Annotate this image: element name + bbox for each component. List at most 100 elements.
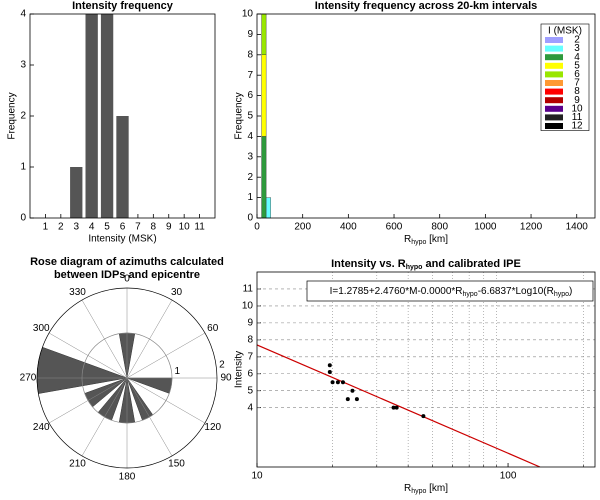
y-tick-label: 2 — [247, 172, 253, 183]
legend-label: 4 — [574, 52, 580, 63]
x-tick-label: 1 — [43, 222, 49, 233]
y-tick-label: 11 — [243, 284, 254, 295]
angle-label: 90 — [220, 373, 232, 384]
axes-frame — [256, 271, 596, 468]
annotation: I=1.2785+2.4760*M-0.0000*R hypo-6.6837*Lo… — [330, 286, 573, 299]
x-tick-label: 800 — [431, 222, 448, 233]
histogram-segment — [265, 197, 271, 219]
legend-label: 7 — [574, 78, 580, 89]
angle-label: 300 — [33, 323, 50, 334]
x-tick-label: 10 — [251, 471, 263, 482]
text-part: [km] — [426, 483, 448, 494]
y-tick-label: 0 — [247, 213, 253, 224]
text-part: R — [404, 234, 411, 245]
x-tick-label: 7 — [135, 222, 141, 233]
radial-ring — [36, 287, 218, 469]
y-axis-label: Frequency — [7, 92, 18, 139]
x-tick-label: 2 — [58, 222, 64, 233]
x-tick-label: 100 — [500, 471, 517, 482]
y-tick-label: 10 — [242, 9, 254, 20]
radial-label: 1 — [175, 366, 181, 377]
axes-frame — [29, 13, 216, 219]
chart-title: Intensity frequency — [72, 0, 174, 12]
x-tick-label: 1000 — [474, 222, 497, 233]
histogram-segment — [261, 54, 267, 137]
text-part: hypo — [554, 291, 569, 298]
y-tick-label: 5 — [247, 385, 253, 396]
text-part: hypo — [406, 264, 423, 271]
x-axis-label: Rhypo [km] — [404, 483, 448, 496]
bar — [85, 14, 98, 218]
legend-label: 3 — [574, 43, 580, 54]
angle-label: 270 — [20, 373, 37, 384]
data-point — [327, 370, 332, 375]
legend-label: 9 — [574, 95, 580, 106]
legend-label: 6 — [574, 69, 580, 80]
chart-title: Intensity vs. Rhypo and calibrated IPE — [331, 258, 521, 271]
x-tick-label: 5 — [104, 222, 110, 233]
legend-label: 11 — [572, 112, 583, 123]
chart-title: Rose diagram of azimuths calculated — [30, 256, 224, 268]
y-axis-label: Intensity — [234, 351, 245, 388]
bar — [100, 14, 114, 218]
x-tick-label: 0 — [254, 222, 260, 233]
text-part: [km] — [426, 234, 448, 245]
y-tick-label: 4 — [247, 402, 253, 413]
angle-label: 120 — [204, 422, 221, 433]
legend-title: I (MSK) — [548, 26, 582, 37]
y-tick-label: 2 — [20, 111, 26, 122]
data-point — [345, 397, 350, 402]
data-point — [391, 405, 396, 410]
data-point — [354, 397, 359, 402]
y-tick-label: 1 — [20, 162, 26, 173]
text-part: -6.6837*Log10(R — [478, 286, 554, 297]
x-tick-label: 1400 — [566, 222, 589, 233]
legend-label: 12 — [571, 121, 583, 132]
data-point — [394, 405, 399, 410]
angle-label: 60 — [207, 323, 219, 334]
legend-label: 8 — [574, 86, 580, 97]
bar — [116, 116, 129, 218]
legend-swatch — [545, 54, 563, 61]
angle-label: 240 — [33, 422, 50, 433]
legend-swatch — [545, 37, 563, 43]
y-tick-label: 7 — [247, 351, 253, 362]
legend-swatch — [545, 97, 563, 104]
y-axis-label: Frequency — [234, 92, 245, 139]
y-tick-label: 8 — [247, 334, 253, 345]
x-tick-label: 1200 — [520, 222, 543, 233]
data-point — [330, 380, 335, 385]
text-part: and calibrated IPE — [422, 258, 520, 270]
y-tick-label: 10 — [242, 301, 254, 312]
annotation-box — [306, 280, 594, 302]
y-tick-label: 6 — [247, 368, 253, 379]
text-part: I=1.2785+2.4760*M-0.0000*R — [330, 286, 463, 297]
data-point — [335, 380, 340, 385]
x-tick-label: 200 — [294, 222, 311, 233]
angle-label: 330 — [69, 287, 86, 298]
angle-label: 180 — [119, 472, 136, 483]
text-part: ) — [569, 286, 572, 297]
x-tick-label: 6 — [120, 222, 126, 233]
legend-label: 10 — [571, 103, 583, 114]
fit-line — [257, 344, 541, 467]
y-tick-label: 6 — [247, 90, 253, 101]
angle-label: 150 — [168, 458, 185, 469]
legend-swatch — [545, 123, 563, 129]
radial-label: 2 — [219, 360, 225, 371]
histogram-segment — [261, 13, 267, 55]
y-tick-label: 3 — [20, 60, 26, 71]
x-axis-label: Intensity (MSK) — [88, 234, 156, 245]
y-tick-label: 0 — [20, 213, 26, 224]
y-tick-label: 4 — [20, 9, 26, 20]
x-tick-label: 11 — [194, 222, 205, 233]
bar — [70, 167, 83, 218]
legend-swatch — [545, 62, 563, 69]
histogram-segment — [261, 136, 267, 219]
legend-swatch — [545, 45, 563, 52]
text-part: R — [404, 483, 411, 494]
y-tick-label: 8 — [247, 49, 253, 60]
